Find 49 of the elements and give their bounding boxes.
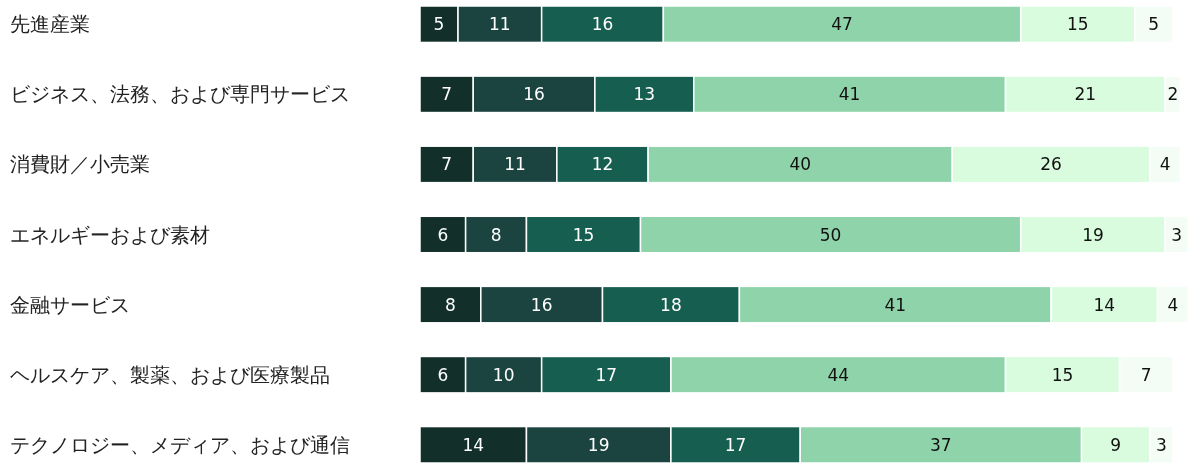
data-label: 7 bbox=[441, 84, 453, 105]
data-label: 16 bbox=[530, 294, 553, 315]
data-label: 21 bbox=[1074, 84, 1097, 105]
data-label: 10 bbox=[492, 364, 515, 385]
data-label: 2 bbox=[1167, 84, 1179, 105]
data-label: 17 bbox=[595, 364, 618, 385]
data-label: 15 bbox=[572, 224, 595, 245]
y-tick-label: 金融サービス bbox=[10, 292, 130, 317]
data-label: 4 bbox=[1159, 154, 1171, 175]
data-label: 40 bbox=[789, 154, 812, 175]
y-tick-label: ヘルスケア、製薬、および医療製品 bbox=[10, 362, 330, 387]
data-label: 15 bbox=[1051, 364, 1074, 385]
data-label: 16 bbox=[591, 14, 614, 35]
data-label: 3 bbox=[1155, 434, 1167, 455]
data-label: 17 bbox=[724, 434, 747, 455]
data-label: 14 bbox=[1093, 294, 1116, 315]
data-label: 19 bbox=[1082, 224, 1104, 245]
data-label: 26 bbox=[1040, 154, 1062, 175]
data-label: 13 bbox=[633, 84, 656, 105]
data-label: 14 bbox=[462, 434, 485, 455]
data-label: 47 bbox=[831, 14, 853, 35]
data-label: 18 bbox=[660, 294, 682, 315]
data-label: 41 bbox=[838, 84, 861, 105]
data-label: 37 bbox=[930, 434, 952, 455]
data-label: 11 bbox=[504, 154, 526, 175]
data-label: 4 bbox=[1167, 294, 1179, 315]
y-tick-label: テクノロジー、メディア、および通信 bbox=[10, 432, 350, 457]
data-label: 15 bbox=[1066, 14, 1089, 35]
data-label: 8 bbox=[490, 224, 502, 245]
y-tick-label: 消費財／小売業 bbox=[10, 152, 150, 177]
data-label: 16 bbox=[523, 84, 545, 105]
y-tick-label: エネルギーおよび素材 bbox=[10, 222, 210, 247]
data-label: 41 bbox=[884, 294, 907, 315]
data-label: 12 bbox=[591, 154, 614, 175]
y-tick-label: 先進産業 bbox=[10, 12, 90, 37]
data-label: 6 bbox=[437, 364, 449, 385]
y-tick-label: ビジネス、法務、および専門サービス bbox=[10, 82, 350, 107]
data-label: 11 bbox=[489, 14, 511, 35]
data-label: 5 bbox=[433, 14, 445, 35]
data-label: 5 bbox=[1148, 14, 1160, 35]
data-label: 6 bbox=[437, 224, 449, 245]
data-label: 50 bbox=[819, 224, 842, 245]
data-label: 7 bbox=[441, 154, 453, 175]
data-label: 19 bbox=[587, 434, 610, 455]
data-label: 8 bbox=[445, 294, 456, 315]
data-label: 44 bbox=[827, 364, 850, 385]
data-label: 9 bbox=[1110, 434, 1122, 455]
data-label: 3 bbox=[1171, 224, 1183, 245]
data-label: 7 bbox=[1140, 364, 1152, 385]
